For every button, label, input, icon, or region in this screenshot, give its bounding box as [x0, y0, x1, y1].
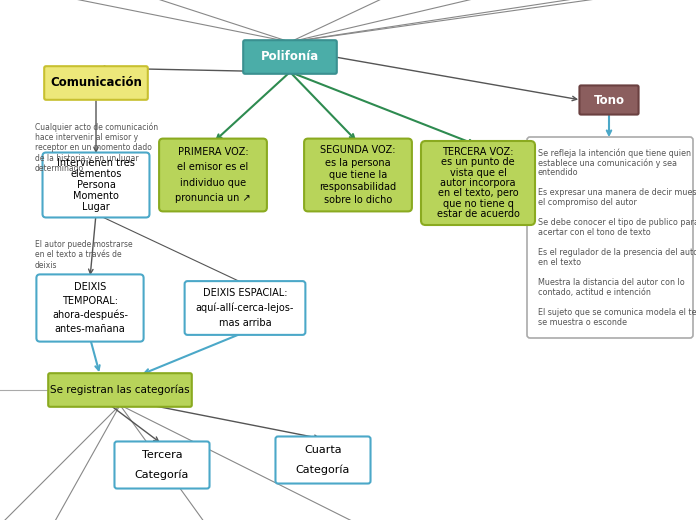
Text: Tono: Tono [594, 94, 624, 107]
Text: elementos: elementos [70, 169, 122, 179]
Text: acertar con el tono de texto: acertar con el tono de texto [538, 228, 651, 237]
Text: antes-mañana: antes-mañana [54, 324, 125, 334]
FancyBboxPatch shape [42, 152, 150, 217]
Text: Muestra la distancia del autor con lo: Muestra la distancia del autor con lo [538, 278, 685, 287]
Text: aquí-allí-cerca-lejos-: aquí-allí-cerca-lejos- [196, 303, 294, 313]
Text: Es el regulador de la presencia del autor: Es el regulador de la presencia del auto… [538, 248, 696, 257]
Text: Se registran las categorías: Se registran las categorías [50, 385, 190, 395]
Text: El sujeto que se comunica modela el texto: El sujeto que se comunica modela el text… [538, 308, 696, 317]
Text: Momento: Momento [73, 191, 119, 201]
FancyBboxPatch shape [114, 441, 209, 488]
Text: PRIMERA VOZ:: PRIMERA VOZ: [177, 147, 248, 157]
Text: Persona: Persona [77, 180, 116, 190]
Text: TERCERA VOZ:: TERCERA VOZ: [442, 147, 514, 157]
Text: El autor puede mostrarse
en el texto a través de
deixis: El autor puede mostrarse en el texto a t… [35, 240, 133, 270]
Text: estar de acuerdo: estar de acuerdo [436, 209, 519, 219]
Text: entendido: entendido [538, 168, 578, 177]
Text: el emisor es el: el emisor es el [177, 162, 248, 172]
FancyBboxPatch shape [580, 85, 638, 114]
Text: responsabilidad: responsabilidad [319, 183, 397, 192]
Text: Cualquier acto de comunicación
hace intervenir al emisor y
receptor en un moment: Cualquier acto de comunicación hace inte… [35, 122, 158, 173]
Text: TEMPORAL:: TEMPORAL: [62, 296, 118, 306]
Text: Se debe conocer el tipo de publico para: Se debe conocer el tipo de publico para [538, 218, 696, 227]
Text: establece una comunicación y sea: establece una comunicación y sea [538, 158, 677, 167]
Text: autor incorpora: autor incorpora [441, 178, 516, 188]
Text: Polifonía: Polifonía [261, 50, 319, 63]
Text: Lugar: Lugar [82, 202, 110, 212]
FancyBboxPatch shape [527, 137, 693, 338]
Text: DEIXIS ESPACIAL:: DEIXIS ESPACIAL: [203, 288, 287, 298]
Text: individuo que: individuo que [180, 178, 246, 188]
Text: contado, actitud e intención: contado, actitud e intención [538, 288, 651, 297]
Text: Categoría: Categoría [296, 464, 350, 475]
FancyBboxPatch shape [36, 275, 143, 342]
Text: SEGUNDA VOZ:: SEGUNDA VOZ: [320, 145, 396, 155]
FancyBboxPatch shape [48, 373, 192, 407]
Text: en el texto, pero: en el texto, pero [438, 188, 519, 199]
Text: se muestra o esconde: se muestra o esconde [538, 318, 627, 327]
FancyBboxPatch shape [45, 66, 148, 100]
Text: DEIXIS: DEIXIS [74, 281, 106, 292]
Text: Categoría: Categoría [135, 469, 189, 480]
Text: ahora-después-: ahora-después- [52, 310, 128, 320]
Text: Es expresar una manera de decir muestra: Es expresar una manera de decir muestra [538, 188, 696, 197]
Text: es la persona: es la persona [325, 158, 391, 167]
Text: que no tiene q: que no tiene q [443, 199, 514, 209]
FancyBboxPatch shape [276, 436, 370, 484]
Text: es un punto de: es un punto de [441, 157, 515, 167]
Text: el compromiso del autor: el compromiso del autor [538, 198, 637, 207]
Text: vista que el: vista que el [450, 167, 507, 178]
Text: en el texto: en el texto [538, 258, 581, 267]
Text: Tercera: Tercera [142, 450, 182, 460]
FancyBboxPatch shape [421, 141, 535, 225]
FancyBboxPatch shape [243, 40, 337, 74]
Text: Comunicación: Comunicación [50, 76, 142, 89]
Text: Cuarta: Cuarta [304, 446, 342, 456]
FancyBboxPatch shape [184, 281, 306, 335]
Text: Se refleja la intención que tiene quien: Se refleja la intención que tiene quien [538, 148, 691, 158]
Text: sobre lo dicho: sobre lo dicho [324, 195, 392, 205]
Text: mas arriba: mas arriba [219, 318, 271, 328]
FancyBboxPatch shape [304, 139, 412, 212]
Text: pronuncia un ↗: pronuncia un ↗ [175, 193, 251, 203]
Text: que tiene la: que tiene la [329, 170, 387, 180]
Text: Intervienen tres: Intervienen tres [57, 158, 135, 167]
FancyBboxPatch shape [159, 139, 267, 212]
